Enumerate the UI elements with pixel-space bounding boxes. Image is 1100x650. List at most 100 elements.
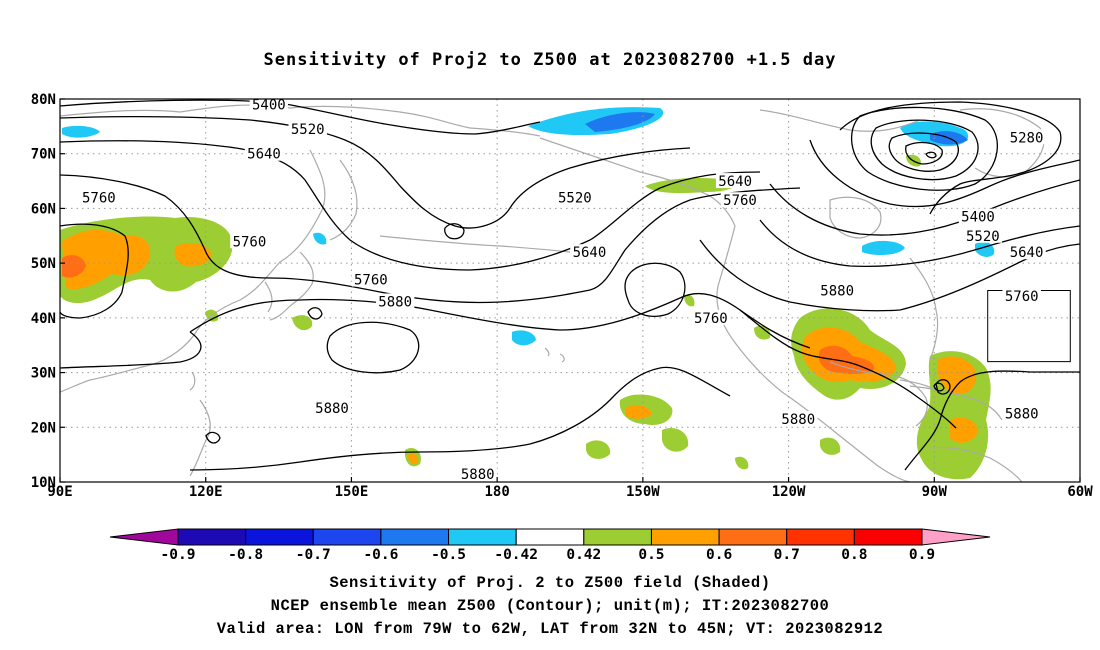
contour-label: 5760: [354, 273, 388, 289]
contour-label: 5880: [820, 284, 854, 300]
contour-label-bg: [555, 189, 595, 205]
contour-label-bg: [715, 173, 755, 189]
lat-tick-label: 60N: [31, 201, 56, 217]
contour-5520-low: [444, 223, 465, 240]
positive-sensitivity-patch: [62, 255, 86, 278]
coastline-taiwan: [189, 371, 196, 391]
coastline-asia-north: [60, 104, 541, 137]
contour-label-bg: [1002, 405, 1041, 421]
contour-5880-pacific-high: [326, 321, 420, 374]
contour-low-ring-2: [870, 119, 979, 181]
lon-tick-label: 120W: [772, 484, 806, 500]
positive-sensitivity-patch: [950, 417, 978, 443]
lon-tick-label: 90W: [922, 484, 948, 500]
lat-tick-label: 70N: [31, 147, 56, 163]
colorbar-label: 0.6: [706, 547, 732, 563]
colorbar-box: [650, 528, 720, 546]
contour-label: 5520: [558, 190, 592, 206]
contour-low-ring-3: [888, 132, 959, 172]
contour-label: 5880: [378, 294, 412, 310]
contour-label: 5760: [82, 190, 116, 206]
contour-5760-west-loop: [60, 223, 129, 319]
contour-labels: 5400 5520 5640 5760 5760 5520 5640 5760 5640 5760…: [79, 96, 1046, 483]
contour-label: 5880: [315, 401, 349, 417]
contour-5880-us: [739, 309, 957, 429]
contour-label: 5880: [1005, 407, 1039, 423]
lat-tick-label: 50N: [31, 256, 56, 272]
colorbar-label: -0.6: [363, 547, 398, 563]
caption-line-3: Valid area: LON from 79W to 62W, LAT fro…: [216, 620, 884, 638]
positive-sensitivity-patch: [408, 453, 418, 464]
contour-label: 5400: [961, 210, 995, 226]
contour-label: 5280: [1010, 130, 1044, 146]
contour-5880-atlantic: [904, 370, 1080, 471]
lon-tick-label: 60W: [1067, 484, 1093, 500]
negative-sensitivity-patch: [512, 330, 536, 346]
contour-5520: [60, 116, 691, 229]
colorbar: [109, 528, 991, 546]
contour-5400-atlantic: [809, 139, 1080, 208]
positive-sensitivity-patch: [586, 440, 611, 459]
latitude-labels: 80N 70N 60N 50N 40N 30N 20N 10N: [31, 92, 65, 491]
contour-5760-japan-low: [307, 307, 323, 320]
positive-sensitivity-patch: [292, 315, 313, 331]
contour-low-ring-1: [850, 106, 998, 191]
contour-label: 5520: [291, 122, 325, 138]
coastline-japan: [269, 251, 314, 321]
colorbar-box: [786, 528, 855, 546]
colorbar-label: -0.5: [431, 547, 466, 563]
contour-label-bg: [288, 121, 327, 137]
contour-label-bg: [779, 411, 818, 427]
contour-label: 5640: [1010, 245, 1044, 261]
contour-5760-low: [624, 262, 686, 317]
coastlines: [60, 104, 1045, 482]
contour-label: 5640: [718, 174, 752, 190]
contour-5400: [60, 99, 541, 135]
lat-tick-label: 30N: [31, 366, 56, 382]
contour-5880: [189, 292, 811, 349]
contour-label: 5640: [247, 147, 281, 163]
lat-tick-label: 80N: [31, 92, 56, 108]
colorbar-box: [515, 528, 585, 546]
positive-sensitivity-patch: [626, 405, 652, 419]
colorbar-label: 0.9: [909, 547, 935, 563]
contour-label-bg: [244, 145, 284, 161]
contour-5760: [60, 174, 801, 304]
negative-sensitivity-patch: [313, 232, 327, 245]
coastline-korea: [264, 281, 273, 313]
positive-sensitivity-patch: [662, 427, 689, 452]
colorbar-box: [177, 528, 247, 546]
positive-sensitivity-patch: [818, 345, 875, 374]
colorbar-min-extend: [109, 528, 179, 546]
lon-tick-label: 150E: [335, 484, 369, 500]
caption-line-2: NCEP ensemble mean Z500 (Contour); unit(…: [270, 597, 830, 615]
positive-sensitivity-patch: [937, 356, 977, 395]
contour-label-bg: [1002, 287, 1041, 303]
lat-tick-label: 10N: [31, 475, 56, 491]
coastline-asia-east: [60, 149, 326, 393]
coastline-north-america-west: [716, 225, 911, 482]
colorbar-box: [718, 528, 788, 546]
coastline-caribbean: [909, 385, 1003, 421]
caption-line-1: Sensitivity of Proj. 2 to Z500 field (Sh…: [329, 574, 771, 592]
contour-5880-hurricane: [935, 379, 951, 395]
contour-label-bg: [1007, 244, 1046, 260]
contour-label-bg: [963, 227, 1003, 243]
contour-label-bg: [817, 282, 857, 298]
coastline-aleutians: [379, 235, 571, 253]
contour-label: 5760: [723, 193, 757, 209]
contour-label-bg: [312, 400, 352, 416]
colorbar-label: -0.42: [494, 547, 538, 563]
positive-sensitivity-patch: [174, 243, 212, 267]
contour-label-bg: [720, 192, 760, 208]
positive-sensitivity-patch: [754, 325, 771, 340]
colorbar-label: 0.5: [638, 547, 664, 563]
lon-tick-label: 150W: [626, 484, 660, 500]
contour-label-bg: [351, 271, 391, 287]
coastline-north-america-east: [909, 257, 939, 361]
contour-5760-atlantic: [699, 239, 1080, 312]
contour-label: 5760: [233, 234, 267, 250]
colorbar-box: [448, 528, 517, 546]
contour-5640-atlantic: [759, 219, 1080, 268]
